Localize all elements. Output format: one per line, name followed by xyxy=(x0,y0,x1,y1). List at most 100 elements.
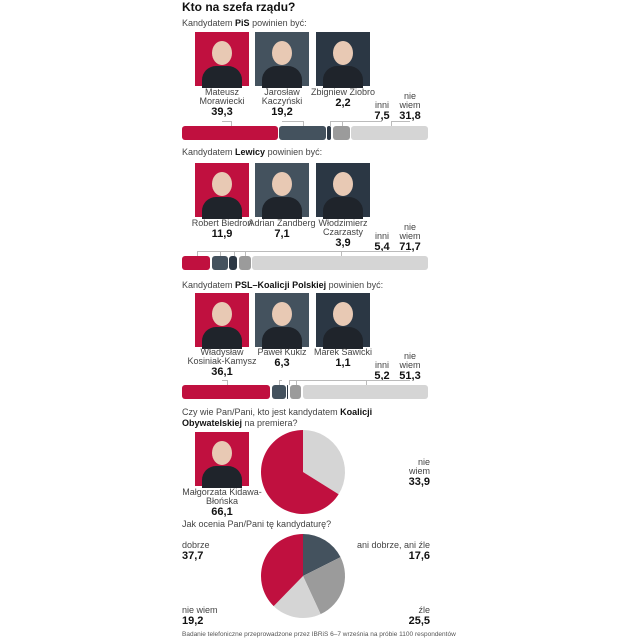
value-label: 25,5 xyxy=(408,615,430,627)
legend-label: nie wiem xyxy=(399,351,421,370)
leader-line xyxy=(222,380,227,381)
leader-line xyxy=(196,251,198,256)
leader-line xyxy=(366,380,410,381)
legend-label: Włodzimierz Czarzasty xyxy=(318,218,368,237)
subtitle-part: PSL–Koalicji Polskiej xyxy=(235,280,327,290)
photo xyxy=(255,32,309,88)
legend-label: dobrze xyxy=(182,540,210,550)
legend-label: inni xyxy=(374,360,389,370)
data-label: nie wiem 31,8 xyxy=(394,88,426,123)
data-label: Marek Sawicki 1,1 xyxy=(303,348,383,370)
data-label: Małgorzata Kidawa-Błońska 66,1 xyxy=(172,487,272,519)
leader-line xyxy=(366,380,368,385)
subtitle: Czy wie Pan/Pani, kto jest kandydatem Ko… xyxy=(182,407,432,429)
value-label: 3,9 xyxy=(335,237,351,249)
photo-head xyxy=(333,41,353,65)
leader-line xyxy=(220,251,222,256)
photo-head xyxy=(272,302,292,326)
pie-slice xyxy=(261,430,339,515)
data-label: inni 5,2 xyxy=(366,348,398,383)
photo xyxy=(195,432,249,488)
value-label: 31,8 xyxy=(399,110,421,122)
bar-segment xyxy=(182,256,210,270)
data-label: Jarosław Kaczyński 19,2 xyxy=(242,87,322,119)
value-label: 11,9 xyxy=(211,228,233,240)
photo-head xyxy=(212,172,232,196)
bar-segment xyxy=(279,126,326,140)
leader-line xyxy=(390,121,410,122)
title: Kto na szefa rządu? xyxy=(182,0,296,14)
leader-line xyxy=(230,121,232,126)
photo-body xyxy=(323,197,363,219)
subtitle-part: Lewicy xyxy=(235,147,266,157)
photo xyxy=(195,32,249,88)
leader-line xyxy=(341,121,343,126)
subtitle-part: Kandydatem xyxy=(182,18,236,28)
legend-label: źle xyxy=(418,605,430,615)
subtitle-part: powinien być: xyxy=(326,280,384,290)
subtitle-part: Koalicji Obywatelskiej xyxy=(182,407,373,428)
subtitle: Jak ocenia Pan/Pani tę kandydaturę? xyxy=(182,519,432,530)
leader-line xyxy=(279,380,281,385)
subtitle-part: Kandydatem xyxy=(182,147,236,157)
legend-label: nie wiem xyxy=(408,457,430,476)
legend-label: Jarosław Kaczyński xyxy=(261,87,303,106)
data-label: Władysław Kosiniak-Kamysz 36,1 xyxy=(182,347,262,379)
photo-body xyxy=(262,197,302,219)
value-label: 1,1 xyxy=(335,357,351,369)
value-label: 17,6 xyxy=(408,550,430,562)
photo xyxy=(255,163,309,219)
legend-label: inni xyxy=(374,100,389,110)
value-label: 71,7 xyxy=(399,241,421,253)
value-label: 66,1 xyxy=(211,506,233,518)
bar-segment xyxy=(271,385,286,399)
data-label: Włodzimierz Czarzasty 3,9 xyxy=(303,218,383,250)
leader-line xyxy=(222,121,231,122)
photo xyxy=(316,163,370,219)
photo-body xyxy=(323,327,363,349)
pie-slice xyxy=(303,534,341,576)
photo-head xyxy=(212,41,232,65)
pie-slice xyxy=(260,534,303,607)
value-label: 5,2 xyxy=(374,370,390,382)
legend-label: Małgorzata Kidawa-Błońska xyxy=(182,487,262,506)
bar-segment xyxy=(211,256,228,270)
photo-body xyxy=(202,66,242,88)
legend-label: nie wiem xyxy=(182,605,218,615)
data-label: inni 5,4 xyxy=(366,219,398,254)
leader-line xyxy=(245,251,382,252)
value-label: 39,3 xyxy=(211,106,233,118)
value-label: 7,5 xyxy=(374,110,390,122)
leader-line xyxy=(390,121,392,126)
pie-slice xyxy=(303,557,346,615)
data-label: Robert Biedroń 11,9 xyxy=(182,218,262,241)
bar-segment xyxy=(327,126,332,140)
legend-label: Mateusz Morawiecki xyxy=(199,87,245,106)
leader-line xyxy=(245,251,247,256)
value-label: 19,2 xyxy=(182,615,204,627)
leader-line xyxy=(341,251,410,252)
value-label: 7,1 xyxy=(274,228,290,240)
bar-segment xyxy=(182,126,278,140)
legend-label: Robert Biedroń xyxy=(191,218,253,228)
bar-segment xyxy=(252,256,429,270)
value-label: 19,2 xyxy=(271,106,293,118)
pie-slice xyxy=(273,576,321,618)
photo-head xyxy=(272,41,292,65)
data-label: nie wiem 71,7 xyxy=(394,219,426,254)
data-label: nie wiem 33,9 xyxy=(390,457,430,489)
footnote: Badanie telefoniczne przeprowadzone prze… xyxy=(182,631,456,638)
legend-label: Władysław Kosiniak-Kamysz xyxy=(187,347,257,366)
subtitle-part: Czy wie Pan/Pani, kto jest kandydatem xyxy=(182,407,341,417)
data-label: Zbigniew Ziobro 2,2 xyxy=(303,88,383,110)
photo xyxy=(195,293,249,349)
photo-body xyxy=(323,66,363,88)
photo-head xyxy=(212,302,232,326)
value-label: 5,4 xyxy=(374,241,390,253)
value-label: 37,7 xyxy=(182,550,204,562)
bar-segment xyxy=(332,126,350,140)
subtitle: Kandydatem Lewicy powinien być: xyxy=(182,147,442,158)
leader-line xyxy=(282,121,304,122)
leader-line xyxy=(279,380,282,381)
